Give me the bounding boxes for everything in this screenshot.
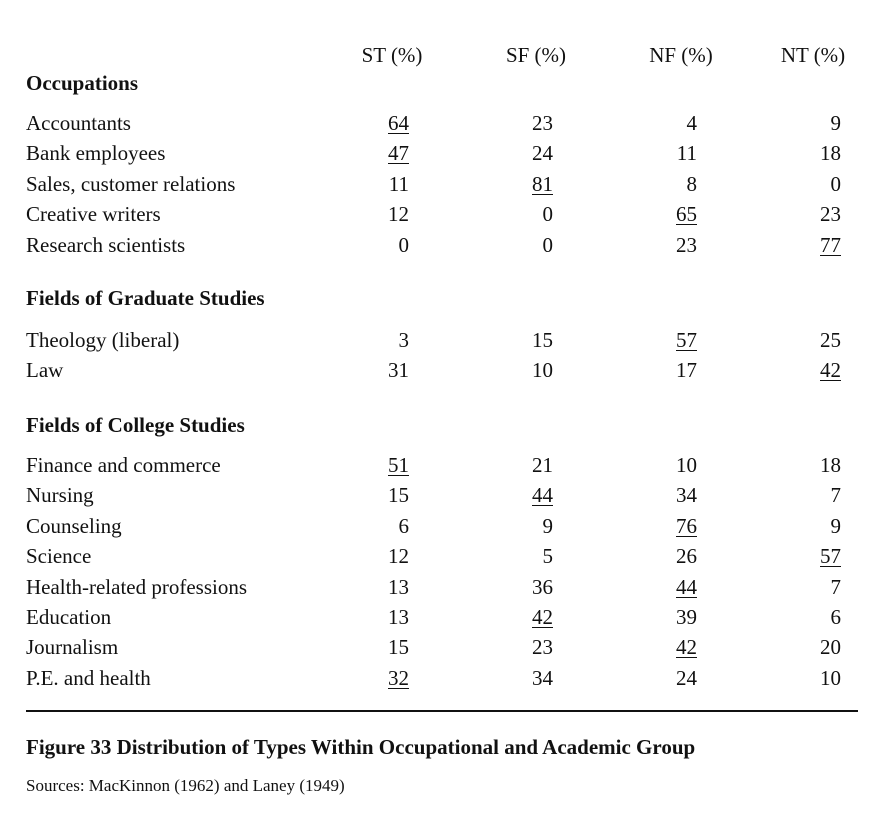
cell-value: 17 <box>676 358 697 383</box>
row-label: Theology (liberal) <box>26 328 180 352</box>
cell-value: 6 <box>830 605 842 629</box>
column-header: SF (%) <box>505 43 567 67</box>
cell-value: 4 <box>686 111 698 135</box>
cell-value: 20 <box>820 635 841 660</box>
row-label: Counseling <box>26 513 122 538</box>
cell-value-highlighted: 64 <box>388 111 409 135</box>
row-label: Sales, customer relations <box>26 171 236 196</box>
sources-note: Sources: MacKinnon (1962) and Laney (194… <box>26 776 345 795</box>
cell-value: 36 <box>532 574 553 599</box>
cell-value: 18 <box>820 141 841 166</box>
section-heading: Fields of College Studies <box>26 413 245 437</box>
cell-value: 6 <box>398 513 410 538</box>
cell-value: 5 <box>542 544 554 569</box>
column-header: NF (%) <box>649 43 713 67</box>
cell-value: 0 <box>830 171 842 196</box>
cell-value: 23 <box>676 232 697 257</box>
cell-value: 7 <box>830 574 842 599</box>
cell-value-highlighted: 32 <box>388 665 409 690</box>
cell-value: 23 <box>532 635 553 660</box>
row-label: Health-related professions <box>26 574 248 599</box>
row-label: Education <box>26 605 112 629</box>
cell-value: 23 <box>532 111 553 135</box>
column-header: ST (%) <box>361 43 423 67</box>
cell-value-highlighted: 81 <box>532 171 553 196</box>
cell-value: 3 <box>398 328 410 352</box>
cell-value: 39 <box>676 605 697 629</box>
cell-value: 9 <box>542 513 554 538</box>
cell-value: 8 <box>686 171 698 196</box>
cell-value: 0 <box>542 202 554 227</box>
cell-value: 34 <box>532 665 553 690</box>
column-header: NT (%) <box>780 43 846 67</box>
cell-value: 34 <box>676 483 697 508</box>
cell-value: 10 <box>532 358 553 383</box>
cell-value-highlighted: 57 <box>820 544 841 569</box>
row-label: Science <box>26 544 92 569</box>
section-heading: Occupations <box>26 71 139 95</box>
cell-value: 10 <box>676 453 697 477</box>
section-heading: Fields of Graduate Studies <box>26 286 265 310</box>
cell-value: 10 <box>820 665 841 690</box>
cell-value: 11 <box>676 141 697 166</box>
cell-value: 18 <box>820 453 841 477</box>
cell-value: 21 <box>532 453 553 477</box>
cell-value-highlighted: 47 <box>388 141 409 166</box>
cell-value: 23 <box>820 202 841 227</box>
row-label: P.E. and health <box>26 665 151 690</box>
cell-value-highlighted: 57 <box>676 328 697 352</box>
row-label: Bank employees <box>26 141 166 166</box>
cell-value: 15 <box>388 483 409 508</box>
cell-value-highlighted: 65 <box>676 202 697 227</box>
cell-value: 25 <box>820 328 841 352</box>
cell-value: 15 <box>532 328 553 352</box>
cell-value: 15 <box>388 635 409 660</box>
row-label: Journalism <box>26 635 119 660</box>
cell-value: 0 <box>542 232 554 257</box>
row-label: Creative writers <box>26 202 161 227</box>
figure-caption: Figure 33 Distribution of Types Within O… <box>26 735 696 759</box>
row-label: Nursing <box>26 483 94 508</box>
cell-value: 31 <box>388 358 409 383</box>
row-label: Finance and commerce <box>26 453 221 477</box>
table-bottom-rule <box>26 710 858 712</box>
cell-value: 24 <box>532 141 553 166</box>
cell-value: 13 <box>388 574 409 599</box>
cell-value-highlighted: 76 <box>676 513 697 538</box>
cell-value: 24 <box>676 665 697 690</box>
row-label: Law <box>26 358 64 383</box>
cell-value-highlighted: 42 <box>820 358 841 383</box>
cell-value: 0 <box>398 232 410 257</box>
cell-value: 26 <box>676 544 697 569</box>
cell-value: 11 <box>388 171 409 196</box>
row-label: Research scientists <box>26 232 186 257</box>
cell-value-highlighted: 42 <box>532 605 553 629</box>
cell-value-highlighted: 51 <box>388 453 409 477</box>
cell-value-highlighted: 44 <box>676 574 697 599</box>
cell-value-highlighted: 42 <box>676 635 697 660</box>
cell-value-highlighted: 77 <box>820 232 841 257</box>
cell-value: 9 <box>830 513 842 538</box>
cell-value: 7 <box>830 483 842 508</box>
cell-value-highlighted: 44 <box>532 483 553 508</box>
cell-value: 9 <box>830 111 842 135</box>
row-label: Accountants <box>26 111 131 135</box>
cell-value: 13 <box>388 605 409 629</box>
cell-value: 12 <box>388 202 409 227</box>
cell-value: 12 <box>388 544 409 569</box>
